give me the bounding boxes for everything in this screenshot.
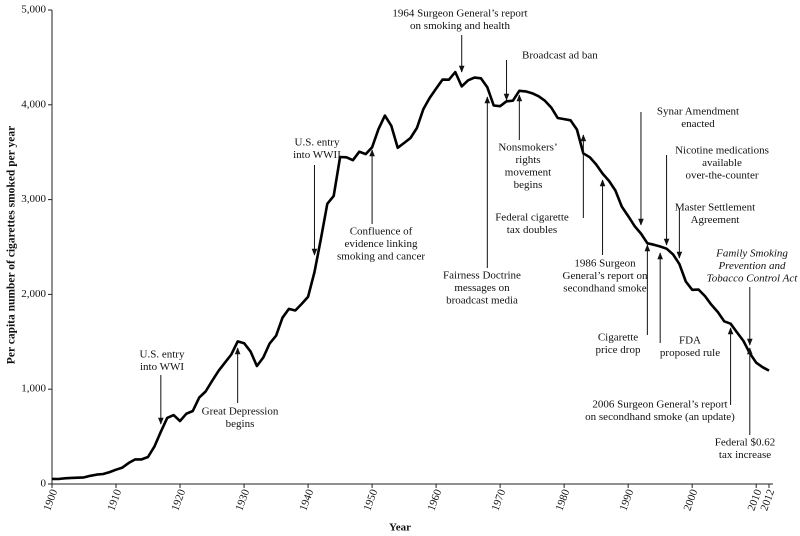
annotation-text: Family Smoking — [715, 248, 788, 260]
annotation-text: Nicotine medications — [675, 145, 769, 157]
annotation-text: into WWII — [293, 149, 341, 161]
annotation-text: over-the-counter — [685, 170, 758, 182]
annotation-text: price drop — [596, 344, 641, 356]
y-tick-label: 4,000 — [21, 98, 46, 110]
annotation-text: begins — [226, 418, 255, 430]
annotation-text: Federal $0.62 — [715, 437, 775, 449]
annotation-text: General’s report on — [563, 270, 648, 282]
annotation-text: rights — [515, 154, 540, 166]
y-axis-label: Per capita number of cigarettes smoked p… — [6, 126, 18, 364]
annotation-text: 1986 Surgeon — [574, 258, 636, 270]
annotation-text: on smoking and health — [410, 20, 510, 32]
annotation-text: Confluence of — [350, 226, 413, 238]
x-tick-label: 1990 — [618, 487, 637, 512]
annotation-text: Tobacco Control Act — [707, 273, 799, 285]
x-tick-label: 1970 — [490, 487, 509, 512]
annotation-text: Federal cigarette — [495, 212, 569, 224]
annotation-text: U.S. entry — [295, 137, 340, 149]
y-tick-label: 0 — [41, 478, 47, 490]
annotation-text: broadcast media — [446, 295, 518, 307]
x-axis-label: Year — [389, 522, 411, 534]
annotation-text: movement — [505, 167, 551, 179]
annotation-text: smoking and cancer — [337, 251, 425, 263]
x-tick-label: 2000 — [682, 487, 701, 512]
y-tick-label: 1,000 — [21, 383, 46, 395]
annotation-text: tax increase — [719, 449, 771, 461]
x-tick-label: 1930 — [233, 487, 252, 512]
y-tick-label: 5,000 — [21, 4, 46, 16]
annotation-text: Agreement — [691, 214, 740, 226]
annotation-text: 1964 Surgeon General’s report — [392, 8, 527, 20]
y-tick-label: 3,000 — [21, 193, 46, 205]
annotation-text: FDA — [679, 335, 701, 347]
annotation-text: available — [702, 157, 742, 169]
x-tick-label: 1900 — [41, 487, 60, 512]
annotation-text: tax doubles — [507, 224, 557, 236]
data-line — [51, 70, 770, 481]
annotation-text: Prevention and — [717, 260, 786, 272]
annotation-text: secondhand smoke — [563, 283, 647, 295]
x-tick-label: 1960 — [426, 487, 445, 512]
annotation-text: Master Settlement — [675, 202, 755, 214]
annotation-text: Broadcast ad ban — [522, 50, 598, 62]
annotation-text: U.S. entry — [140, 349, 185, 361]
annotation-text: into WWI — [140, 361, 184, 373]
annotation-text: messages on — [454, 282, 510, 294]
annotation-text: Great Depression — [202, 406, 279, 418]
x-tick-label: 1980 — [554, 487, 573, 512]
annotation-text: on secondhand smoke (an update) — [585, 411, 735, 423]
annotation-text: Fairness Doctrine — [443, 270, 521, 282]
annotation-text: Synar Amendment — [657, 106, 739, 118]
annotation-text: Nonsmokers’ — [498, 142, 557, 154]
x-tick-label: 1910 — [105, 487, 124, 512]
annotation-text: 2006 Surgeon General’s report — [592, 399, 727, 411]
x-tick-label: 1920 — [169, 487, 188, 512]
y-tick-label: 2,000 — [21, 288, 46, 300]
annotation-text: evidence linking — [344, 238, 418, 250]
x-tick-label: 1940 — [297, 487, 316, 512]
annotation-text: proposed rule — [660, 347, 720, 359]
annotation-text: begins — [514, 179, 543, 191]
x-tick-label: 1950 — [361, 487, 380, 512]
annotation-text: Cigarette — [598, 332, 638, 344]
annotation-text: enacted — [681, 118, 715, 130]
